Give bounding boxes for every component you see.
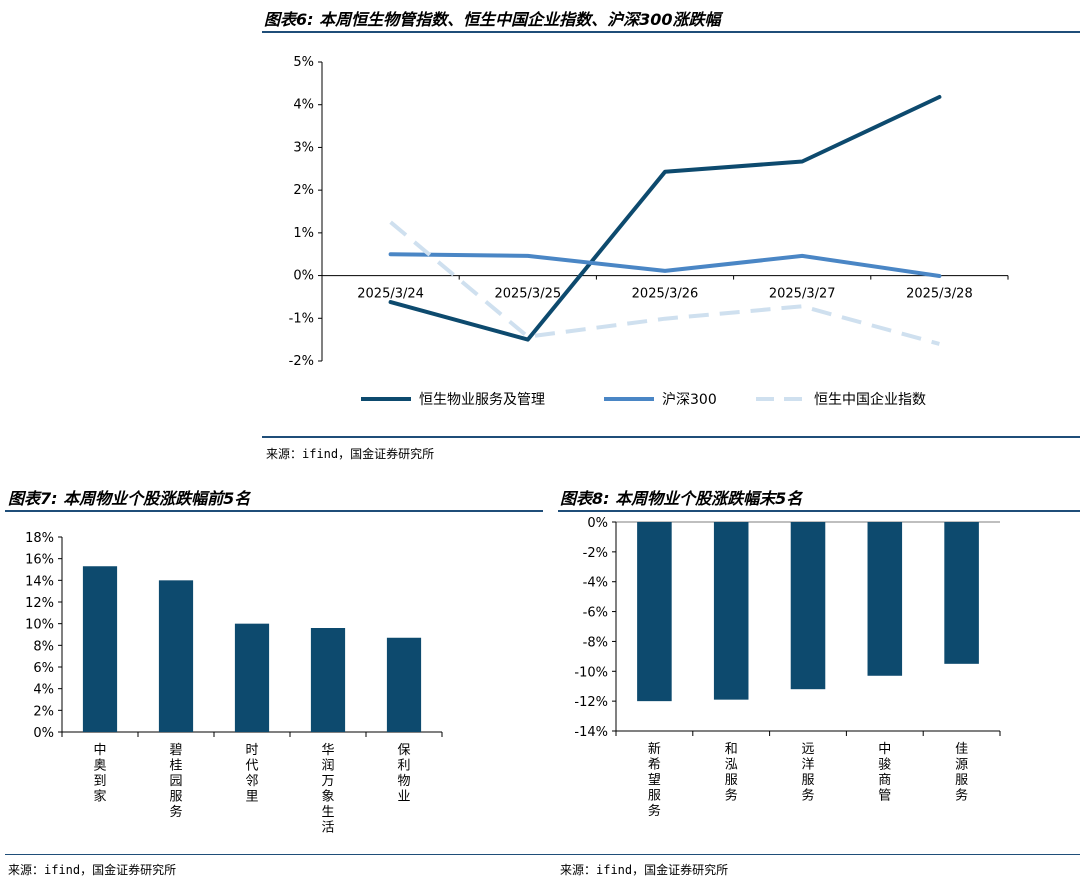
fig7-bar <box>158 580 194 732</box>
fig8-x-tick-label: 佳源服务 <box>955 742 968 804</box>
fig8-x-tick-label: 新希望服务 <box>648 741 661 819</box>
fig8-y-tick-label: 0% <box>587 516 608 531</box>
fig6-y-tick-label: 5% <box>293 55 314 70</box>
fig6-legend-label: 沪深300 <box>662 392 717 408</box>
fig6-top-rule <box>262 31 1080 33</box>
fig6-x-tick-label: 2025/3/28 <box>906 287 973 302</box>
fig7-y-tick-label: 4% <box>33 683 54 698</box>
fig7-bar <box>386 637 422 732</box>
fig6-y-tick-label: -1% <box>289 311 314 326</box>
fig7-top-rule <box>5 510 543 512</box>
fig8-y-tick-label: -6% <box>583 606 608 621</box>
fig7-source: 来源：ifind，国金证券研究所 <box>8 863 177 877</box>
fig7-y-tick-label: 2% <box>33 704 54 719</box>
fig6-source: 来源：ifind，国金证券研究所 <box>266 447 435 461</box>
fig7-y-tick-label: 12% <box>25 596 54 611</box>
fig7-x-tick-label: 保利物业 <box>397 743 410 805</box>
fig6-y-tick-label: 0% <box>293 269 314 284</box>
fig6-x-tick-label: 2025/3/24 <box>357 287 424 302</box>
fig6-x-tick-label: 2025/3/25 <box>494 287 561 302</box>
fig7-bar <box>234 623 270 732</box>
fig7-y-tick-label: 6% <box>33 661 54 676</box>
fig7-y-tick-label: 14% <box>25 574 54 589</box>
fig8-y-tick-label: -2% <box>583 546 608 561</box>
fig7-y-tick-label: 0% <box>33 726 54 741</box>
fig7-title: 图表7: 本周物业个股涨跌幅前5名 <box>8 489 251 508</box>
fig6-legend-label: 恒生物业服务及管理 <box>419 392 545 408</box>
fig8-x-tick-label: 和泓服务 <box>725 742 738 804</box>
fig7-y-tick-label: 18% <box>25 531 54 546</box>
fig7-x-tick-label: 时代邻里 <box>245 743 258 805</box>
fig8-y-tick-label: -14% <box>574 725 608 740</box>
fig8-y-tick-label: -4% <box>583 576 608 591</box>
fig6-bottom-rule <box>262 436 1080 438</box>
fig7-x-tick-label: 华润万象生活 <box>321 743 334 836</box>
fig6-title: 图表6: 本周恒生物管指数、恒生中国企业指数、沪深300涨跌幅 <box>264 10 721 29</box>
fig6-x-tick-label: 2025/3/26 <box>632 287 699 302</box>
fig7-bar <box>310 628 346 732</box>
fig6-x-tick-label: 2025/3/27 <box>769 287 836 302</box>
fig8-top-rule <box>558 510 1080 512</box>
fig7-y-tick-label: 10% <box>25 618 54 633</box>
fig7-y-tick-label: 8% <box>33 639 54 654</box>
fig6-y-tick-label: -2% <box>289 354 314 369</box>
fig8-x-tick-label: 中骏商管 <box>878 742 891 804</box>
fig8-y-tick-label: -12% <box>574 695 608 710</box>
fig6-y-tick-label: 3% <box>293 140 314 155</box>
fig7-x-tick-label: 碧桂园服务 <box>169 743 182 820</box>
fig6-legend-label: 恒生中国企业指数 <box>814 391 926 408</box>
fig6-series-line-1 <box>388 252 942 278</box>
fig6-y-tick-label: 1% <box>293 226 314 241</box>
fig6-series-line-0 <box>388 95 942 342</box>
bottom-rule <box>5 854 1080 855</box>
fig8-bar <box>790 522 826 690</box>
fig6-y-tick-label: 4% <box>293 98 314 113</box>
fig7-bar <box>82 566 118 732</box>
fig6-y-tick-label: 2% <box>293 183 314 198</box>
fig8-x-tick-label: 远洋服务 <box>801 742 814 804</box>
fig8-bar <box>713 522 749 700</box>
fig8-bar <box>637 522 672 702</box>
fig8-source: 来源：ifind，国金证券研究所 <box>560 863 729 877</box>
fig8-bar <box>944 522 979 664</box>
fig8-y-tick-label: -10% <box>574 665 608 680</box>
fig8-title: 图表8: 本周物业个股涨跌幅末5名 <box>560 489 803 508</box>
fig7-y-tick-label: 16% <box>25 553 54 568</box>
fig8-y-tick-label: -8% <box>583 635 608 650</box>
fig7-x-tick-label: 中奥到家 <box>93 743 106 805</box>
fig8-bar <box>867 522 903 676</box>
